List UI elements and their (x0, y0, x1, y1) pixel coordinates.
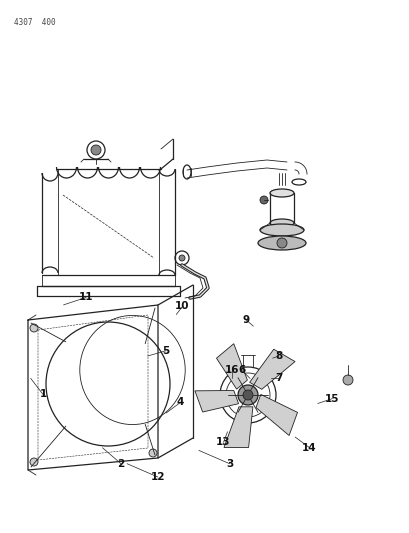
Polygon shape (216, 344, 247, 389)
Text: 5: 5 (162, 346, 169, 356)
Text: 8: 8 (274, 351, 282, 361)
Text: 3: 3 (225, 459, 233, 469)
Circle shape (148, 449, 157, 457)
Circle shape (179, 255, 184, 261)
Text: 15: 15 (324, 394, 339, 403)
Text: 6: 6 (238, 366, 245, 375)
Text: 9: 9 (242, 315, 249, 325)
Circle shape (30, 458, 38, 466)
Ellipse shape (259, 224, 303, 236)
Circle shape (342, 375, 352, 385)
Polygon shape (223, 407, 252, 448)
Text: 13: 13 (216, 438, 230, 447)
Circle shape (243, 390, 252, 400)
Polygon shape (249, 349, 294, 389)
Text: 4: 4 (176, 398, 184, 407)
Circle shape (276, 238, 286, 248)
Circle shape (30, 324, 38, 332)
Circle shape (259, 196, 267, 204)
Text: 10: 10 (175, 302, 189, 311)
Text: 16: 16 (224, 366, 238, 375)
Circle shape (237, 385, 257, 405)
Ellipse shape (270, 189, 293, 197)
Text: 4307  400: 4307 400 (14, 18, 56, 27)
Text: 1: 1 (39, 390, 47, 399)
Text: 14: 14 (301, 443, 316, 453)
Polygon shape (255, 394, 297, 435)
Ellipse shape (270, 219, 293, 227)
Text: 2: 2 (117, 459, 124, 469)
Text: 7: 7 (274, 374, 282, 383)
Text: 11: 11 (79, 293, 93, 302)
Text: 12: 12 (150, 472, 165, 482)
Polygon shape (194, 391, 238, 412)
Circle shape (91, 145, 101, 155)
Ellipse shape (257, 236, 305, 250)
